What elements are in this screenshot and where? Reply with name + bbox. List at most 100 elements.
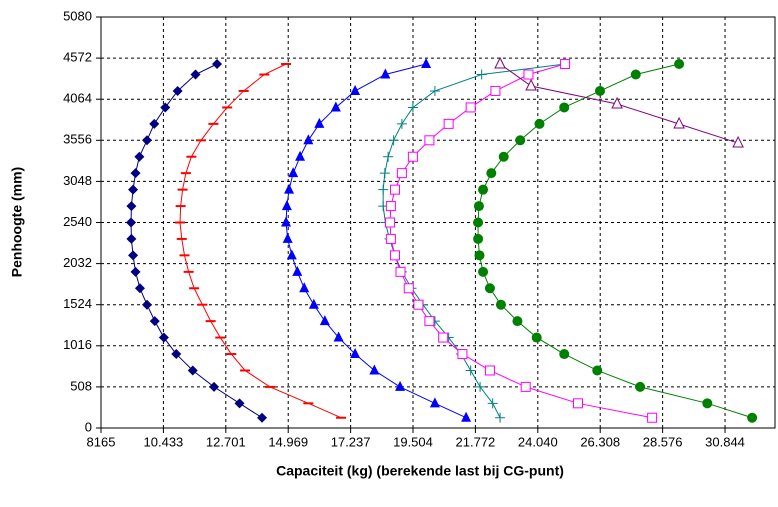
marker: [396, 168, 407, 179]
marker: [350, 348, 361, 359]
marker: [142, 135, 153, 146]
marker: [172, 85, 183, 96]
marker: [478, 266, 489, 277]
marker: [438, 332, 449, 343]
y-tick-label: 5080: [63, 8, 92, 23]
marker: [171, 349, 182, 360]
marker: [473, 217, 484, 228]
marker: [288, 167, 299, 178]
marker: [702, 398, 713, 409]
marker: [498, 151, 509, 162]
marker: [407, 151, 418, 162]
marker: [560, 59, 571, 70]
marker: [421, 58, 432, 69]
marker: [486, 168, 497, 179]
x-tick-label: 8165: [87, 434, 116, 449]
x-tick-label: 21.772: [456, 434, 496, 449]
x-tick-label: 10.433: [144, 434, 184, 449]
marker: [319, 315, 330, 326]
x-tick-label: 24.040: [518, 434, 558, 449]
marker: [190, 69, 201, 80]
marker: [149, 118, 160, 129]
marker: [284, 183, 295, 194]
marker: [429, 85, 440, 96]
marker: [234, 398, 245, 409]
marker: [134, 151, 145, 162]
marker: [187, 365, 198, 376]
x-tick-label: 28.576: [643, 434, 683, 449]
marker: [647, 412, 658, 423]
marker: [747, 412, 758, 423]
marker: [429, 397, 440, 408]
marker: [286, 249, 297, 260]
marker: [494, 56, 506, 69]
marker: [350, 84, 361, 95]
marker: [390, 184, 401, 195]
marker: [403, 283, 414, 294]
y-tick-label: 2032: [63, 255, 92, 270]
marker: [424, 316, 435, 327]
marker: [732, 135, 744, 148]
marker: [461, 411, 472, 422]
marker: [395, 380, 406, 391]
marker: [134, 283, 145, 294]
marker: [390, 250, 401, 261]
marker: [674, 59, 685, 70]
marker: [475, 381, 486, 392]
marker: [635, 381, 646, 392]
y-tick-label: 508: [70, 378, 92, 393]
marker: [209, 381, 220, 392]
marker: [673, 116, 685, 129]
marker: [333, 331, 344, 342]
marker: [388, 135, 399, 146]
marker: [515, 135, 526, 146]
marker: [299, 282, 310, 293]
marker: [478, 184, 489, 195]
marker: [559, 102, 570, 113]
x-tick-label: 26.308: [580, 434, 620, 449]
marker: [128, 184, 139, 195]
marker: [523, 69, 534, 80]
marker: [465, 102, 476, 113]
marker: [484, 283, 495, 294]
x-tick-label: 14.969: [268, 434, 308, 449]
marker: [282, 232, 293, 243]
marker: [128, 250, 139, 261]
y-tick-label: 3556: [63, 132, 92, 147]
marker: [559, 349, 570, 360]
marker: [611, 96, 623, 109]
y-tick-label: 1524: [63, 296, 92, 311]
marker: [407, 102, 418, 113]
marker: [383, 151, 394, 162]
marker: [594, 85, 605, 96]
marker: [473, 201, 484, 212]
y-tick-label: 2540: [63, 214, 92, 229]
marker: [476, 69, 487, 80]
marker: [572, 398, 583, 409]
y-tick-label: 3048: [63, 173, 92, 188]
marker: [281, 200, 292, 211]
marker: [308, 298, 319, 309]
marker: [330, 101, 341, 112]
marker: [295, 150, 306, 161]
x-tick-label: 30.844: [705, 434, 745, 449]
marker: [257, 412, 268, 423]
marker: [149, 316, 160, 327]
marker: [303, 134, 314, 145]
marker: [413, 299, 424, 310]
marker: [379, 168, 390, 179]
marker: [385, 233, 396, 244]
marker: [281, 216, 292, 227]
marker: [378, 184, 389, 195]
y-tick-label: 4572: [63, 50, 92, 65]
y-tick-label: 0: [85, 419, 92, 434]
marker: [630, 69, 641, 80]
marker: [487, 398, 498, 409]
marker: [495, 299, 506, 310]
marker: [512, 316, 523, 327]
y-tick-label: 1016: [63, 337, 92, 352]
marker: [443, 118, 454, 129]
marker: [130, 168, 141, 179]
marker: [396, 118, 407, 129]
y-axis-title: Penhoogte (mm): [9, 167, 25, 277]
